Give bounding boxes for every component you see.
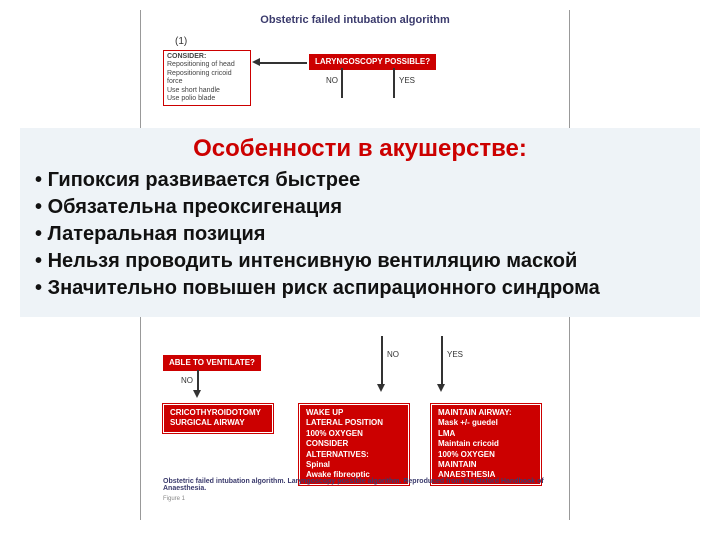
- cricothyroid-box: CRICOTHYROIDOTOMY SURGICAL AIRWAY: [163, 404, 273, 433]
- consider-line-2: force: [167, 78, 183, 85]
- wake-1: LATERAL POSITION: [306, 418, 383, 427]
- wake-2: 100% OXYGEN: [306, 429, 363, 438]
- bullet-4-text: Значительно повышен риск аспирационного …: [48, 277, 600, 299]
- maint-3: Maintain cricoid: [438, 439, 499, 448]
- diagram-title: Obstetric failed intubation algorithm: [141, 14, 569, 26]
- consider-line-3: Use short handle: [167, 87, 220, 94]
- arrow-mid-no: [381, 336, 383, 386]
- laryngoscopy-box: LARYNGOSCOPY POSSIBLE?: [309, 54, 436, 70]
- wakeup-box: WAKE UP LATERAL POSITION 100% OXYGEN CON…: [299, 404, 409, 485]
- able-ventilate-box: ABLE TO VENTILATE?: [163, 355, 261, 371]
- bullet-3: • Нельзя проводить интенсивную вентиляци…: [35, 248, 685, 275]
- wake-0: WAKE UP: [306, 408, 343, 417]
- arrow-1-head: [252, 58, 260, 66]
- bullet-4: • Значительно повышен риск аспирационног…: [35, 275, 685, 302]
- wake-4: Spinal: [306, 460, 330, 469]
- maint-5: MAINTAIN ANAESTHESIA: [438, 460, 495, 479]
- fig-caption: Figure 1: [163, 496, 185, 502]
- crico-text: CRICOTHYROIDOTOMY SURGICAL AIRWAY: [170, 408, 261, 427]
- wake-3: CONSIDER ALTERNATIVES:: [306, 439, 369, 458]
- arrow-mid-no-head: [377, 384, 385, 392]
- consider-line-0: Repositioning of head: [167, 61, 235, 68]
- maint-2: LMA: [438, 429, 455, 438]
- bullet-1-text: Обязательна преоксигенация: [48, 196, 343, 218]
- consider-box: CONSIDER: Repositioning of head Repositi…: [163, 50, 251, 106]
- arrow-vent-head: [193, 390, 201, 398]
- no-label-2: NO: [181, 376, 193, 385]
- consider-header: CONSIDER:: [167, 53, 206, 60]
- no-label-1: NO: [326, 76, 338, 85]
- bullet-1: • Обязательна преоксигенация: [35, 194, 685, 221]
- bullet-0-text: Гипоксия развивается быстрее: [48, 169, 361, 191]
- yes-label-1: YES: [399, 76, 415, 85]
- yes-label-3: YES: [447, 350, 463, 359]
- bullet-0: • Гипоксия развивается быстрее: [35, 167, 685, 194]
- overlay-title: Особенности в акушерстве:: [35, 135, 685, 163]
- arrow-vent-down: [197, 370, 199, 392]
- maint-0: MAINTAIN AIRWAY:: [438, 408, 512, 417]
- citation-text: Obstetric failed intubation algorithm. L…: [163, 478, 553, 492]
- step-1-label: (1): [175, 36, 187, 47]
- consider-line-4: Use polio blade: [167, 95, 215, 102]
- maint-4: 100% OXYGEN: [438, 450, 495, 459]
- bullet-2: • Латеральная позиция: [35, 221, 685, 248]
- consider-line-1: Repositioning cricoid: [167, 70, 232, 77]
- arrow-mid-yes-head: [437, 384, 445, 392]
- no-label-3: NO: [387, 350, 399, 359]
- arrow-no-down: [341, 68, 343, 98]
- arrow-yes-down: [393, 68, 395, 98]
- arrow-mid-yes: [441, 336, 443, 386]
- bullet-2-text: Латеральная позиция: [48, 223, 266, 245]
- arrow-1: [259, 62, 307, 64]
- maint-1: Mask +/- guedel: [438, 418, 498, 427]
- overlay-panel: Особенности в акушерстве: • Гипоксия раз…: [20, 128, 700, 317]
- maintain-box: MAINTAIN AIRWAY: Mask +/- guedel LMA Mai…: [431, 404, 541, 485]
- bullet-3-text: Нельзя проводить интенсивную вентиляцию …: [48, 250, 578, 272]
